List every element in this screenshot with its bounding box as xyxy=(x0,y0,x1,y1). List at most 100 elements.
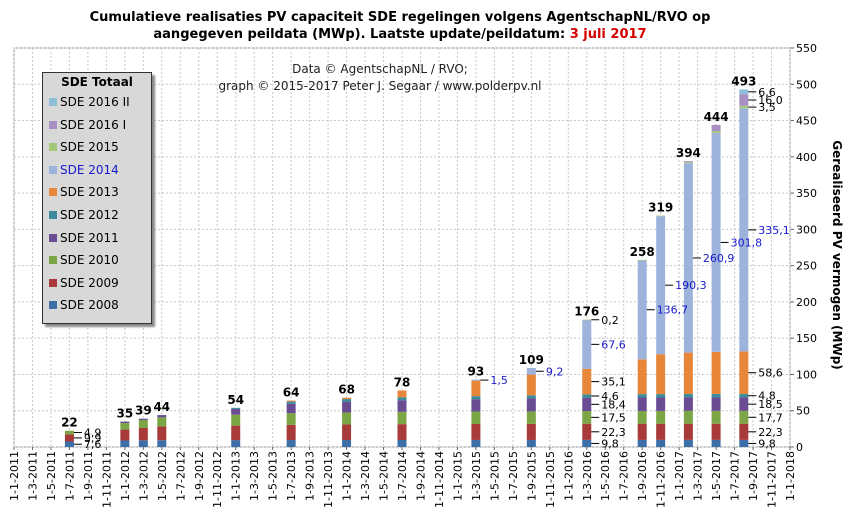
bar-segment xyxy=(157,415,167,418)
legend-item: SDE 2011 xyxy=(49,231,119,245)
bar-segment xyxy=(739,423,749,440)
y-tick-label: 100 xyxy=(796,368,817,381)
bar-total-label: 35 xyxy=(117,407,134,421)
x-tick-label: 1-11-2015 xyxy=(544,451,557,508)
x-tick-label: 1-7-2013 xyxy=(285,451,298,501)
y-axis-label: Gerealiseerd PV vermogen (MWp) xyxy=(830,140,844,370)
bar-segment xyxy=(582,394,592,398)
legend-label: SDE 2016 II xyxy=(60,95,130,109)
bar-segment xyxy=(64,430,74,435)
x-tick-label: 1-5-2011 xyxy=(45,451,58,501)
x-tick-label: 1-3-2011 xyxy=(26,451,39,501)
x-tick-label: 1-5-2012 xyxy=(156,451,169,501)
bar-segment xyxy=(526,395,536,399)
bar-total-label: 64 xyxy=(283,386,300,400)
bar-segment xyxy=(526,411,536,424)
y-tick-label: 150 xyxy=(796,332,817,345)
legend-item: SDE 2009 xyxy=(49,276,119,290)
bar-segment xyxy=(286,424,296,441)
bar-segment xyxy=(637,410,647,424)
bar-segment xyxy=(526,374,536,396)
bar-segment xyxy=(683,161,693,163)
x-tick-label: 1-1-2016 xyxy=(562,451,575,501)
y-tick-label: 550 xyxy=(796,42,817,55)
bar-segment xyxy=(397,390,407,398)
credit-line-1: Data © AgentschapNL / RVO; xyxy=(292,62,468,76)
y-tick-label: 450 xyxy=(796,115,817,128)
bar-segment xyxy=(637,259,647,261)
bar-segment xyxy=(637,397,647,411)
bar-segment xyxy=(711,351,721,394)
legend-label: SDE 2012 xyxy=(60,208,119,222)
bar-segment xyxy=(120,429,130,441)
annotation-label: 18,4 xyxy=(601,398,626,411)
x-tick-label: 1-5-2014 xyxy=(378,451,391,501)
y-tick-label: 400 xyxy=(796,151,817,164)
x-tick-label: 1-3-2015 xyxy=(470,451,483,501)
bar-segment xyxy=(582,423,592,440)
bar-segment xyxy=(683,397,693,411)
bar-segment xyxy=(683,410,693,424)
bar-segment xyxy=(656,394,666,398)
annotation-label: 9,8 xyxy=(758,437,776,450)
bar-segment xyxy=(582,397,592,412)
bar-segment xyxy=(64,434,74,442)
y-tick-label: 200 xyxy=(796,296,817,309)
legend-item: SDE 2016 I xyxy=(49,118,126,132)
x-tick-label: 1-3-2012 xyxy=(137,451,150,501)
bar-segment xyxy=(711,132,721,352)
x-tick-label: 1-9-2016 xyxy=(636,451,649,501)
x-tick-label: 1-9-2011 xyxy=(82,451,95,501)
bar-segment xyxy=(739,94,749,106)
bar-segment xyxy=(739,105,749,109)
bar-segment xyxy=(397,411,407,425)
annotation-label: 190,3 xyxy=(675,279,707,292)
legend-label: SDE 2013 xyxy=(60,185,119,200)
x-tick-label: 1-1-2012 xyxy=(119,451,132,501)
bar-segment xyxy=(397,424,407,440)
credit-line-2: graph © 2015-2017 Peter J. Segaar / www.… xyxy=(218,79,542,93)
annotation-label: 35,1 xyxy=(601,376,626,389)
bar-segment xyxy=(286,413,296,425)
legend-label: SDE 2009 xyxy=(60,275,119,290)
bar-total-label: 93 xyxy=(468,365,485,379)
annotation-label: 16,0 xyxy=(758,94,783,107)
bar-segment xyxy=(582,319,592,321)
x-tick-label: 1-11-2014 xyxy=(433,451,446,508)
x-tick-label: 1-5-2017 xyxy=(710,451,723,501)
annotation-label: 136,7 xyxy=(657,304,689,317)
bar-segment xyxy=(656,215,666,217)
bar-total-label: 319 xyxy=(648,201,673,215)
bar-segment xyxy=(656,410,666,424)
legend-swatch xyxy=(49,120,57,129)
legend-item: SDE 2014 xyxy=(49,163,119,177)
bar-segment xyxy=(397,397,407,401)
bar-segment xyxy=(342,401,352,413)
x-tick-label: 1-3-2017 xyxy=(692,451,705,501)
bar-segment xyxy=(157,440,167,447)
bar-segment xyxy=(739,410,749,424)
annotation-label: 4,8 xyxy=(758,390,776,403)
legend-swatch xyxy=(49,211,57,219)
bar-segment xyxy=(526,398,536,412)
bar-segment xyxy=(342,440,352,447)
bar-segment xyxy=(637,359,647,395)
bar-segment xyxy=(64,441,74,447)
bar-segment xyxy=(582,439,592,447)
bar-segment xyxy=(526,439,536,447)
annotation-label: 17,7 xyxy=(758,411,783,424)
bar-segment xyxy=(656,397,666,411)
bar-total-label: 258 xyxy=(630,245,655,259)
x-tick-label: 1-9-2014 xyxy=(414,451,427,501)
bar-segment xyxy=(471,411,481,425)
x-tick-label: 1-9-2012 xyxy=(193,451,206,501)
annotation-label: 4,6 xyxy=(601,390,619,403)
bar-segment xyxy=(342,397,352,400)
x-tick-label: 1-1-2015 xyxy=(451,451,464,501)
annotation-label: 18,5 xyxy=(758,398,783,411)
legend-item: SDE 2010 xyxy=(49,253,119,267)
bar-segment xyxy=(656,423,666,440)
bar-total-label: 68 xyxy=(338,383,355,397)
annotation-label: 22,3 xyxy=(601,426,626,439)
legend-swatch xyxy=(49,98,57,106)
